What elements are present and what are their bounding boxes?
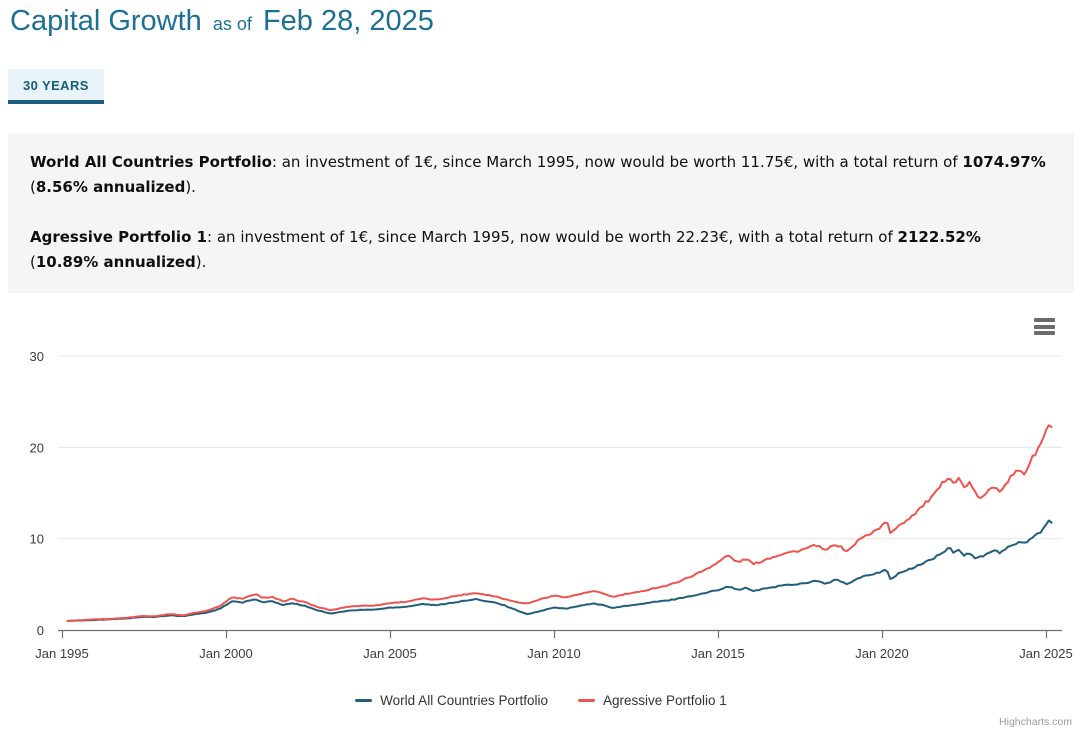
legend-line-swatch-world xyxy=(355,699,373,702)
period-tabs: 30 YEARS xyxy=(8,69,104,104)
y-axis-label-20: 20 xyxy=(30,440,44,455)
legend-item-agressive-portfolio[interactable]: Agressive Portfolio 1 xyxy=(578,693,727,708)
x-axis-label-2000: Jan 2000 xyxy=(199,646,253,661)
summary-agressive-text-3: ). xyxy=(195,253,207,271)
summary-world-portfolio: World All Countries Portfolio: an invest… xyxy=(30,150,1052,200)
summary-world-text-3: ). xyxy=(185,178,196,196)
highcharts-credits[interactable]: Highcharts.com xyxy=(999,716,1072,728)
x-axis-label-1995: Jan 1995 xyxy=(35,646,89,661)
summary-agressive-total-return: 2122.52% xyxy=(897,228,981,246)
chart-card xyxy=(0,300,1082,743)
summary-world-total-return: 1074.97% xyxy=(962,153,1046,171)
tab-30-years[interactable]: 30 YEARS xyxy=(8,69,104,104)
y-axis-label-0: 0 xyxy=(37,623,44,638)
summary-agressive-portfolio: Agressive Portfolio 1: an investment of … xyxy=(30,225,1052,275)
summary-agressive-name: Agressive Portfolio 1 xyxy=(30,228,208,246)
x-axis-label-2025: Jan 2025 xyxy=(1019,646,1073,661)
title-as-of-label: as of xyxy=(212,14,252,34)
x-axis-label-2005: Jan 2005 xyxy=(363,646,417,661)
x-axis-label-2010: Jan 2010 xyxy=(527,646,581,661)
chart-legend: World All Countries Portfolio Agressive … xyxy=(0,693,1082,708)
summary-world-annualized: 8.56% annualized xyxy=(35,178,186,196)
series-line-world-all-countries[interactable] xyxy=(66,519,1053,622)
y-axis-label-30: 30 xyxy=(30,349,44,364)
legend-line-swatch-agressive xyxy=(578,699,595,702)
y-axis-label-10: 10 xyxy=(30,532,44,547)
page-header: Capital Growth as of Feb 28, 2025 xyxy=(10,0,434,44)
summary-agressive-annualized: 10.89% annualized xyxy=(35,253,196,271)
legend-label-agressive: Agressive Portfolio 1 xyxy=(603,693,727,708)
hamburger-icon xyxy=(1034,318,1055,322)
x-axis-label-2020: Jan 2020 xyxy=(855,646,909,661)
title-date: Feb 28, 2025 xyxy=(262,5,434,37)
page-title: Capital Growth as of Feb 28, 2025 xyxy=(10,0,434,45)
x-axis-label-2015: Jan 2015 xyxy=(691,646,745,661)
summary-box: World All Countries Portfolio: an invest… xyxy=(8,133,1074,293)
summary-agressive-text-1: : an investment of 1€, since March 1995,… xyxy=(207,228,898,246)
chart-context-menu-button[interactable] xyxy=(1030,313,1060,341)
legend-label-world: World All Countries Portfolio xyxy=(380,693,548,708)
summary-world-text-2: ( xyxy=(30,178,36,196)
capital-growth-chart: 0 10 20 30 Jan 1995 Jan 2000 Jan 2005 Jan 2010 J… xyxy=(30,349,1073,661)
summary-agressive-text-2: ( xyxy=(30,253,36,271)
legend-item-world-all-countries[interactable]: World All Countries Portfolio xyxy=(355,693,548,708)
title-main: Capital Growth xyxy=(10,5,202,37)
summary-world-text-1: : an investment of 1€, since March 1995,… xyxy=(271,153,963,171)
series-line-agressive-portfolio[interactable] xyxy=(66,424,1053,622)
summary-world-name: World All Countries Portfolio xyxy=(30,153,272,171)
